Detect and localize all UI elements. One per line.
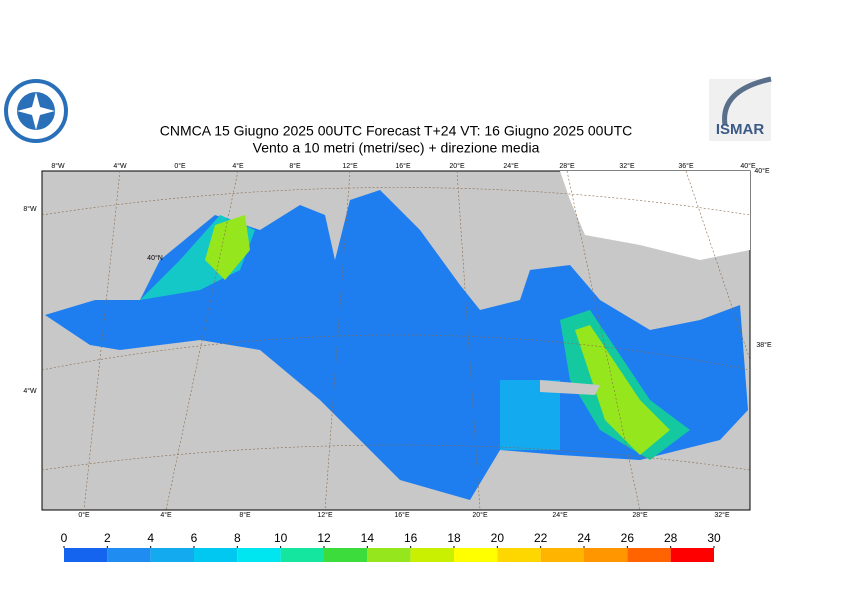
coord-label: 28°E xyxy=(559,162,575,170)
wind-area xyxy=(500,380,560,450)
tick-label: 8 xyxy=(234,531,241,545)
color-swatch xyxy=(324,548,368,562)
left-logo xyxy=(4,79,68,143)
graticule xyxy=(41,170,751,511)
subtitle: Vento a 10 metri (metri/sec) + direzione… xyxy=(253,140,540,156)
wind-area xyxy=(575,325,670,455)
color-swatch xyxy=(367,548,411,562)
tick-label: 12 xyxy=(317,531,331,545)
tick-label: 24 xyxy=(577,531,591,545)
coord-label: 16°E xyxy=(395,162,411,170)
tick-label: 14 xyxy=(361,531,375,545)
coord-label: 8°W xyxy=(23,205,37,213)
black-sea xyxy=(560,171,750,260)
tick-label: 0 xyxy=(61,531,68,545)
color-swatch xyxy=(237,548,281,562)
coord-label: 8°W xyxy=(51,162,65,170)
tick-label: 10 xyxy=(274,531,288,545)
coord-label: 12°E xyxy=(317,511,333,519)
coord-label: 4°E xyxy=(232,162,244,170)
coord-label: 24°E xyxy=(503,162,519,170)
coord-label: 28°E xyxy=(632,511,648,519)
coord-label: 32°E xyxy=(714,511,730,519)
color-swatch xyxy=(150,548,194,562)
coord-label: 36°E xyxy=(678,162,694,170)
tick-label: 28 xyxy=(664,531,678,545)
coord-label: 0°E xyxy=(174,162,186,170)
coord-label: 40°E xyxy=(754,167,770,175)
coord-label: 24°E xyxy=(552,511,568,519)
map-labels: 8°W 4°W 0°E 4°E 8°E 12°E 16°E 20°E 24°E 28°E 32°E 3… xyxy=(23,162,772,519)
wind-area xyxy=(205,215,250,280)
color-swatch xyxy=(540,548,584,562)
tick-label: 18 xyxy=(447,531,461,545)
color-swatch xyxy=(410,548,454,562)
tick-label: 6 xyxy=(191,531,198,545)
colorbar: 0 2 4 6 8 10 12 14 16 18 20 22 24 26 28 30 xyxy=(61,531,721,562)
logo-text: ISMAR xyxy=(716,121,765,138)
color-swatch xyxy=(627,548,671,562)
coord-label: 20°E xyxy=(449,162,465,170)
coord-label: 4°E xyxy=(160,511,172,519)
coord-label: 20°E xyxy=(472,511,488,519)
coord-label: 12°E xyxy=(342,162,358,170)
coord-label: 0°E xyxy=(78,511,90,519)
coord-label: 4°W xyxy=(23,387,37,395)
coord-label: 8°E xyxy=(289,162,301,170)
coord-label: 8°E xyxy=(239,511,251,519)
tick-label: 30 xyxy=(707,531,721,545)
crete xyxy=(540,380,600,395)
coord-label: 38°E xyxy=(756,341,772,349)
tick-label: 20 xyxy=(491,531,505,545)
tick-label: 16 xyxy=(404,531,418,545)
color-swatch xyxy=(280,548,324,562)
color-swatch xyxy=(454,548,498,562)
color-swatch xyxy=(194,548,238,562)
coord-label: 4°W xyxy=(113,162,127,170)
coord-label: 32°E xyxy=(619,162,635,170)
map xyxy=(41,170,751,511)
right-logo: ISMAR xyxy=(709,76,772,141)
tick-label: 26 xyxy=(621,531,635,545)
coord-label: 16°E xyxy=(394,511,410,519)
color-swatch xyxy=(107,548,151,562)
tick-label: 4 xyxy=(147,531,154,545)
tick-label: 22 xyxy=(534,531,548,545)
title: CNMCA 15 Giugno 2025 00UTC Forecast T+24… xyxy=(160,123,633,139)
color-swatch xyxy=(584,548,628,562)
color-swatch xyxy=(670,548,714,562)
coord-label: 40°N xyxy=(147,254,163,262)
coord-label: 40°E xyxy=(740,162,756,170)
color-swatch xyxy=(64,548,108,562)
tick-label: 2 xyxy=(104,531,111,545)
color-swatch xyxy=(497,548,541,562)
